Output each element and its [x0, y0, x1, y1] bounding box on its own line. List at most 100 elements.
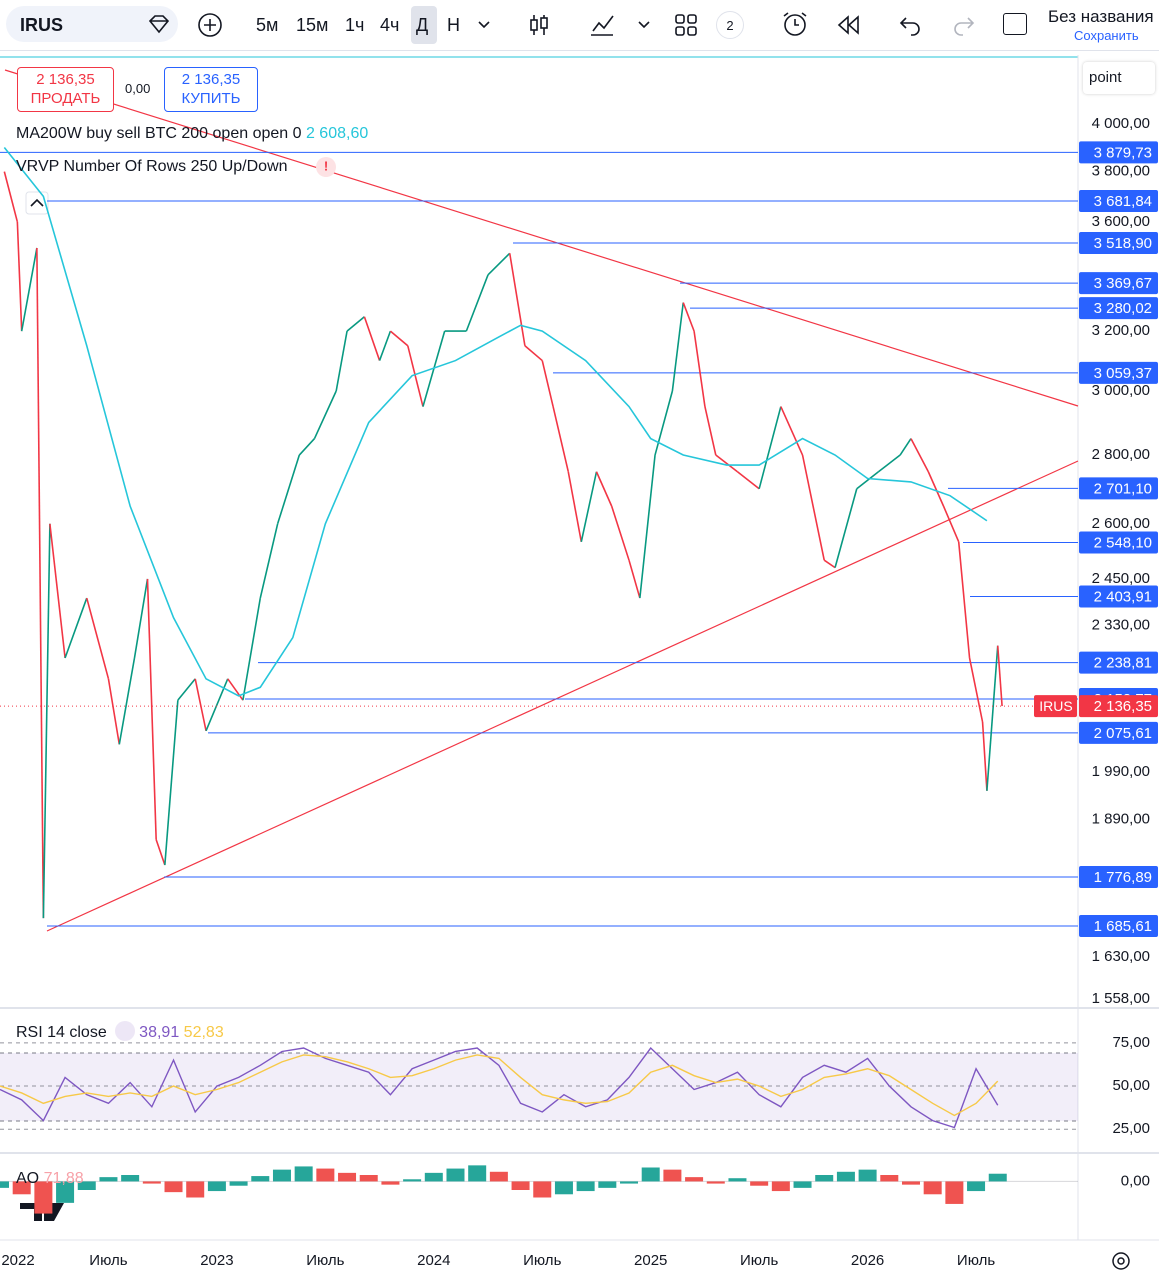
price-segment — [406, 345, 424, 407]
level-label: 3 518,90 — [1094, 235, 1152, 252]
buy-button[interactable]: 2 136,35 КУПИТЬ — [164, 67, 258, 112]
price-segment — [823, 559, 836, 569]
symbol-badge-label: IRUS — [1039, 698, 1072, 714]
interval[interactable]: 1ч — [345, 15, 365, 35]
indicators-menu[interactable] — [636, 18, 652, 32]
price-segment — [899, 438, 912, 456]
histogram-bar — [0, 1181, 9, 1188]
x-tick-label: 2026 — [851, 1252, 884, 1269]
histogram-bar — [359, 1175, 378, 1182]
histogram-bar — [598, 1181, 617, 1188]
price-segment — [654, 390, 674, 456]
collapse-button[interactable] — [25, 191, 49, 215]
price-segment — [259, 523, 279, 599]
y-tick-label: 50,00 — [1112, 1077, 1150, 1094]
sell-button[interactable]: 2 136,35 ПРОДАТЬ — [17, 67, 114, 112]
histogram-bar — [771, 1181, 790, 1192]
price-segment — [957, 541, 971, 659]
price-segment — [927, 471, 945, 507]
symbol-search[interactable] — [6, 6, 178, 42]
ma-value: 2 608,60 — [305, 125, 369, 142]
interval-active[interactable]: Д — [416, 15, 429, 35]
price-segment — [780, 406, 804, 456]
histogram-bar — [901, 1181, 920, 1185]
y-tick-label: 1 558,00 — [1092, 990, 1150, 1007]
x-tick-label: 2025 — [634, 1252, 667, 1269]
histogram-bar — [56, 1181, 75, 1203]
histogram-bar — [576, 1181, 595, 1192]
interval[interactable]: 5м — [256, 15, 279, 35]
x-tick-label: Июль — [306, 1252, 344, 1269]
price-segment — [567, 471, 583, 542]
redo[interactable] — [950, 13, 976, 37]
spread: 0,00 — [125, 81, 151, 96]
y-tick-label: 2 330,00 — [1092, 617, 1150, 634]
undo[interactable] — [898, 13, 924, 37]
rsi-icon[interactable] — [115, 1021, 136, 1041]
gem-icon[interactable] — [146, 12, 172, 38]
add-compare[interactable] — [196, 11, 224, 39]
layout-count[interactable]: 2 — [716, 11, 744, 39]
price-segment — [981, 721, 988, 791]
price-segment — [801, 454, 826, 561]
price-segment — [671, 302, 685, 392]
level-label: 1 776,89 — [1094, 869, 1152, 886]
level-badge — [1079, 721, 1158, 744]
warning-icon[interactable] — [316, 157, 336, 177]
x-tick-label: Июль — [89, 1252, 127, 1269]
buy-price: 2 136,35 — [181, 71, 241, 88]
x-tick-label: 2022 — [1, 1252, 34, 1269]
replay[interactable] — [836, 13, 862, 37]
price-segment — [133, 578, 149, 659]
level-badge — [1079, 231, 1158, 254]
y-tick-label: 2 450,00 — [1092, 570, 1150, 587]
level-badge — [1079, 141, 1158, 164]
collapse-icon — [30, 198, 44, 207]
y-tick-label: 3 800,00 — [1092, 163, 1150, 180]
level-badge — [1079, 531, 1158, 554]
y-tick-label: 75,00 — [1112, 1034, 1150, 1051]
price-segment — [146, 578, 157, 840]
level-label: 2 075,61 — [1094, 725, 1152, 742]
level-badge — [1079, 585, 1158, 608]
ma-name: MA200W buy sell BTC 200 open open 0 — [16, 125, 302, 142]
price-segment — [118, 657, 136, 745]
price-segment — [736, 471, 760, 490]
scale-mode-button[interactable]: point — [1083, 62, 1155, 94]
price-segment — [85, 597, 110, 680]
toolbar — [0, 0, 1159, 51]
histogram-bar — [728, 1178, 747, 1182]
alert[interactable] — [781, 10, 811, 40]
settings-icon[interactable] — [1112, 1252, 1130, 1270]
interval[interactable]: 15м — [296, 15, 329, 35]
save-link[interactable]: Сохранить — [1074, 28, 1139, 43]
level-badge — [1079, 651, 1158, 674]
histogram-bar — [533, 1181, 552, 1198]
interval[interactable]: 4ч — [380, 15, 400, 35]
y-tick-label: 1 630,00 — [1092, 948, 1150, 965]
histogram-bar — [836, 1171, 855, 1182]
price-segment — [580, 471, 598, 542]
rsi-ma-value: 52,83 — [183, 1024, 224, 1041]
price-segment — [610, 505, 630, 561]
layout-title[interactable]: Без названия — [1048, 7, 1154, 26]
indicators[interactable] — [588, 11, 616, 39]
price-segment — [164, 700, 179, 866]
price-segment — [378, 330, 392, 361]
price-segment — [552, 406, 570, 472]
chart-type[interactable] — [526, 12, 552, 38]
price-segment — [49, 523, 66, 659]
layouts[interactable] — [673, 12, 699, 38]
histogram-bar — [880, 1175, 899, 1182]
histogram-bar — [685, 1177, 704, 1182]
price-segment — [155, 839, 166, 866]
histogram-bar — [229, 1181, 248, 1186]
level-badge — [1079, 361, 1158, 384]
histogram-bar — [489, 1171, 508, 1182]
symbol[interactable]: IRUS — [20, 15, 64, 35]
price-segment — [64, 597, 88, 659]
interval[interactable]: Н — [447, 15, 460, 35]
layout-icon[interactable] — [1003, 13, 1027, 35]
interval-menu[interactable] — [476, 18, 492, 32]
price-segment — [715, 454, 738, 473]
